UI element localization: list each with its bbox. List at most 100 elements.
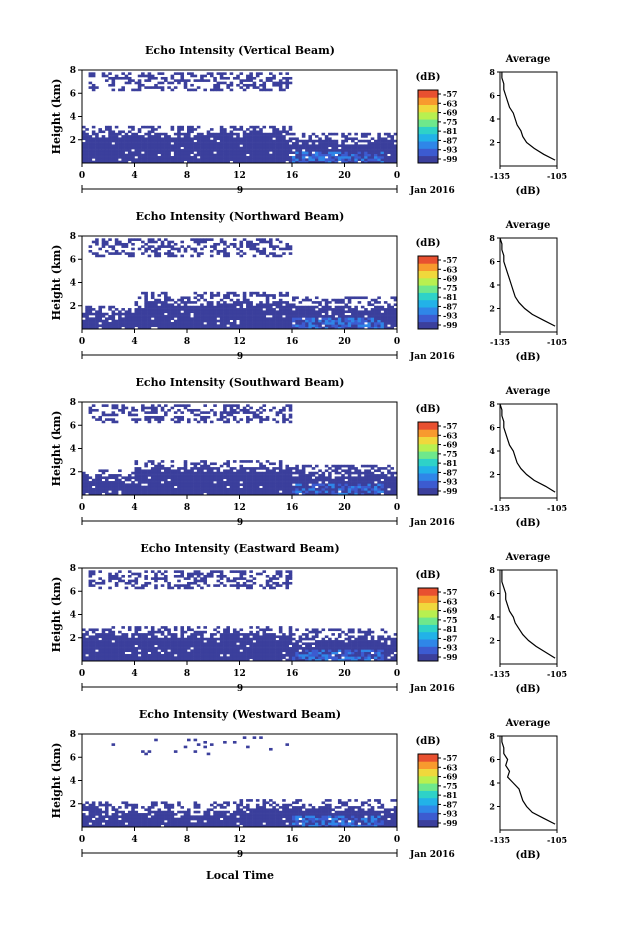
echo-cell	[157, 125, 162, 129]
echo-cell	[134, 651, 139, 655]
echo-cell	[180, 640, 185, 643]
echo-cell	[124, 658, 129, 662]
echo-cell	[209, 245, 214, 248]
echo-cell	[134, 317, 139, 321]
echo-cell	[118, 474, 122, 477]
x-tick-label: 12	[233, 337, 246, 347]
echo-cell	[200, 490, 204, 493]
echo-cell	[164, 76, 168, 80]
echo-cell	[337, 312, 342, 316]
echo-cell	[213, 488, 217, 491]
echo-cell	[278, 240, 283, 244]
echo-cell	[255, 294, 260, 297]
echo-cell	[252, 577, 257, 580]
echo-cell	[91, 149, 96, 152]
echo-cell	[154, 649, 158, 653]
echo-cell	[167, 156, 171, 159]
echo-cell	[193, 483, 198, 487]
echo-cell	[209, 303, 214, 307]
echo-cell	[95, 160, 99, 164]
echo-cell	[321, 481, 326, 484]
echo-cell	[360, 326, 365, 330]
echo-cell	[226, 76, 230, 80]
echo-cell	[177, 483, 181, 487]
echo-cell	[131, 637, 135, 641]
echo-cell	[301, 324, 306, 327]
echo-cell	[111, 574, 116, 578]
echo-cell	[111, 483, 116, 487]
echo-cell	[223, 144, 227, 148]
echo-cell	[370, 142, 375, 145]
echo-cell	[144, 310, 148, 314]
echo-cell	[229, 308, 234, 311]
echo-cell	[88, 135, 93, 138]
echo-cell	[219, 411, 224, 414]
echo-cell	[203, 308, 207, 311]
echo-cell	[272, 471, 276, 475]
echo-cell	[229, 651, 234, 655]
echo-cell	[193, 149, 198, 152]
echo-cell	[144, 577, 148, 580]
echo-cell	[118, 577, 122, 580]
echo-cell	[318, 485, 322, 489]
echo-cell	[311, 492, 316, 496]
x-tick-label: 12	[233, 171, 246, 181]
echo-cell	[285, 245, 290, 248]
echo-cell	[200, 137, 204, 141]
echo-cell	[150, 144, 155, 148]
average-y-tick-label: 6	[489, 423, 495, 433]
echo-cell	[164, 642, 168, 646]
echo-cell	[173, 476, 178, 480]
echo-cell	[157, 642, 162, 646]
echo-cell	[141, 586, 145, 590]
average-x-tick-label: -105	[547, 337, 567, 347]
echo-cell	[377, 490, 381, 493]
echo-cell	[216, 570, 221, 573]
echo-cell	[305, 464, 309, 468]
echo-cell	[282, 483, 286, 487]
echo-cell	[278, 254, 283, 258]
echo-cell	[154, 142, 158, 145]
echo-cell	[246, 128, 250, 131]
echo-cell	[351, 158, 355, 161]
echo-cell	[170, 476, 175, 480]
echo-cell	[367, 301, 372, 304]
echo-cell	[321, 149, 326, 152]
echo-cell	[347, 310, 352, 314]
echo-cell	[305, 326, 309, 330]
echo-cell	[360, 139, 365, 143]
x-tick-label: 0	[394, 337, 400, 347]
echo-cell	[242, 132, 247, 136]
echo-cell	[265, 305, 270, 309]
echo-cell	[239, 474, 244, 477]
echo-cell	[95, 418, 99, 421]
echo-cell	[114, 577, 119, 580]
echo-cell	[269, 149, 273, 152]
echo-cell	[229, 411, 234, 414]
echo-cell	[111, 81, 116, 85]
echo-cell	[229, 142, 234, 145]
echo-cell	[357, 483, 362, 487]
echo-cell	[101, 635, 106, 639]
echo-cell	[239, 310, 244, 314]
echo-cell	[252, 488, 257, 491]
echo-cell	[134, 322, 139, 325]
echo-cell	[101, 658, 106, 662]
echo-cell	[209, 478, 214, 482]
echo-cell	[242, 88, 247, 92]
echo-cell	[341, 324, 345, 327]
colorbar-swatch	[418, 436, 438, 445]
echo-cell	[88, 249, 93, 253]
echo-cell	[131, 158, 135, 161]
echo-cell	[111, 317, 116, 321]
echo-cell	[88, 492, 93, 496]
echo-cell	[249, 74, 253, 78]
echo-cell	[216, 312, 221, 316]
echo-cell	[193, 153, 198, 157]
echo-cell	[324, 476, 329, 480]
echo-cell	[157, 483, 162, 487]
echo-cell	[226, 628, 230, 632]
echo-cell	[121, 245, 125, 248]
echo-cell	[255, 303, 260, 307]
echo-cell	[269, 132, 273, 136]
